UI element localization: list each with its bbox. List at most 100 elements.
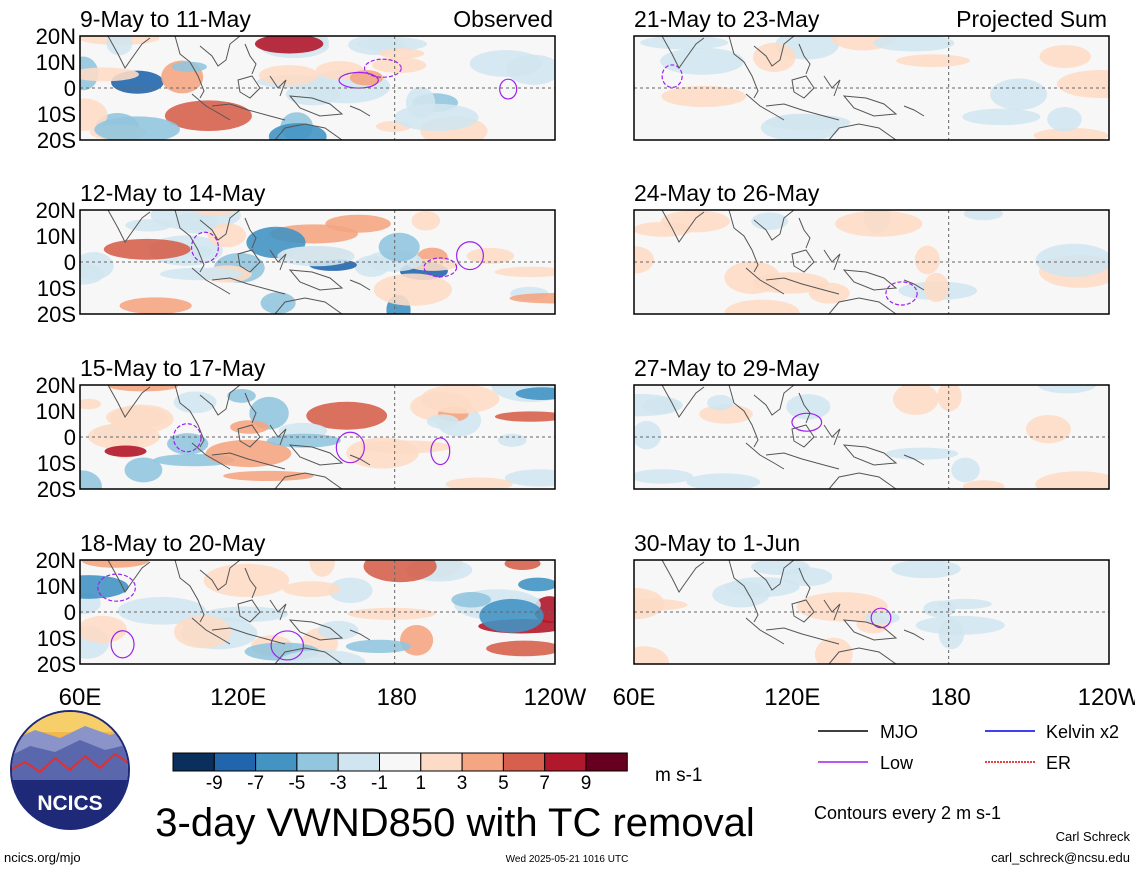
anomaly-blob <box>765 114 851 131</box>
y-tick-label: 20N <box>36 198 76 223</box>
y-tick-label: 20N <box>36 373 76 398</box>
anomaly-blob <box>1047 107 1082 132</box>
anomaly-blob <box>268 123 327 140</box>
anomaly-blob <box>963 210 1003 221</box>
panel-frame <box>633 209 1110 315</box>
colorbar-tick-label: -3 <box>330 773 347 794</box>
anomaly-blob <box>325 214 391 233</box>
y-tick-label: 0 <box>64 425 76 450</box>
colorbar-bin <box>296 752 339 772</box>
footer-url: ncics.org/mjo <box>4 850 81 865</box>
low-contour <box>172 423 202 453</box>
anomaly-blob <box>1035 243 1109 277</box>
anomaly-blob <box>347 607 436 620</box>
panel-title: 18-May to 20-May <box>80 530 266 556</box>
colorbar-bin <box>461 752 504 772</box>
anomaly-blob <box>345 639 412 654</box>
panel-frame <box>79 35 556 141</box>
coastline <box>661 385 925 489</box>
y-tick-label: 20N <box>36 548 76 573</box>
anomaly-blob <box>814 637 853 664</box>
anomaly-blob <box>103 238 191 260</box>
coastline <box>107 210 371 314</box>
anomaly-blob <box>373 273 453 306</box>
colorbar-bin <box>420 752 463 772</box>
x-tick-label: 120E <box>764 684 820 711</box>
anomaly-blob <box>642 397 680 415</box>
low-contour <box>423 257 458 278</box>
anomaly-blob <box>724 299 800 314</box>
low-contour <box>430 437 451 466</box>
colorbar-bin <box>213 752 257 772</box>
anomaly-shading <box>80 36 555 140</box>
colorbar-bin <box>255 752 298 772</box>
anomaly-blob <box>173 615 232 649</box>
colorbar-tick-label: -5 <box>288 773 305 794</box>
anomaly-blob <box>229 420 269 434</box>
y-tick-label: 10N <box>36 574 76 599</box>
panel-4: 18-May to 20-May <box>79 530 556 665</box>
anomaly-blob <box>515 387 555 401</box>
anomaly-blob <box>203 563 290 597</box>
anomaly-blob <box>349 70 384 86</box>
anomaly-blob <box>640 36 729 50</box>
anomaly-shading <box>80 210 555 314</box>
colorbar-tick-label: 5 <box>498 773 509 794</box>
anomaly-blob <box>509 292 555 304</box>
panel-frame <box>79 384 556 490</box>
low-contour <box>270 630 305 661</box>
colorbar-bin <box>502 752 546 772</box>
anomaly-blob <box>752 272 829 294</box>
anomaly-blob <box>504 560 541 570</box>
anomaly-blob <box>660 210 730 233</box>
anomaly-blob <box>207 223 247 248</box>
column-label: Observed <box>453 6 553 32</box>
anomaly-blob <box>204 606 288 622</box>
x-tick-label: 180 <box>931 684 971 711</box>
anomaly-blob <box>885 447 959 460</box>
anomaly-blob <box>751 212 789 230</box>
anomaly-blob <box>661 85 746 108</box>
anomaly-blob <box>445 477 513 489</box>
panel-frame <box>633 35 1110 141</box>
anomaly-blob <box>266 433 341 448</box>
anomaly-blob <box>260 292 296 314</box>
anomaly-blob <box>317 620 359 640</box>
y-tick-label: 10S <box>37 102 76 127</box>
coastline <box>661 560 925 664</box>
panel-title: 9-May to 11-May <box>80 6 251 32</box>
colorbar-tick-label: -1 <box>371 773 388 794</box>
panel-title: 21-May to 23-May <box>634 6 820 32</box>
anomaly-blob <box>707 395 734 411</box>
anomaly-blob <box>1038 385 1096 394</box>
colorbar-tick-label: 1 <box>416 773 427 794</box>
panel-frame <box>79 209 556 315</box>
anomaly-blob <box>346 437 419 469</box>
anomaly-blob <box>277 245 355 267</box>
anomaly-blob <box>94 116 180 140</box>
legend: MJO Kelvin x2 Low ER Contours every 2 m … <box>814 722 1119 823</box>
anomaly-blob <box>1057 70 1109 99</box>
anomaly-blob <box>173 391 217 414</box>
chart-title: 3-day VWND850 with TC removal <box>155 801 754 845</box>
x-tick-label: 60E <box>59 684 102 711</box>
colorbar-bin <box>172 752 215 772</box>
anomaly-shading <box>634 560 1005 664</box>
anomaly-blob <box>469 50 542 77</box>
anomaly-blob <box>426 414 459 429</box>
low-contour <box>885 281 918 306</box>
anomaly-blob <box>504 469 555 487</box>
anomaly-blob <box>486 640 555 657</box>
panel-2: 12-May to 14-May <box>79 180 556 315</box>
axis-labels: 20N10N010S20S20N10N010S20S20N10N010S20S2… <box>36 24 1135 711</box>
y-tick-label: 0 <box>64 600 76 625</box>
panel-7: 27-May to 29-May <box>633 355 1110 490</box>
anomaly-shading <box>640 36 1109 140</box>
low-contour <box>499 78 518 100</box>
anomaly-blob <box>634 246 654 274</box>
anomaly-blob <box>494 266 555 278</box>
footer-email: carl_schreck@ncsu.edu <box>991 850 1130 865</box>
anomaly-blob <box>125 219 172 232</box>
anomaly-blob <box>634 469 694 484</box>
panel-frame <box>633 559 1110 665</box>
